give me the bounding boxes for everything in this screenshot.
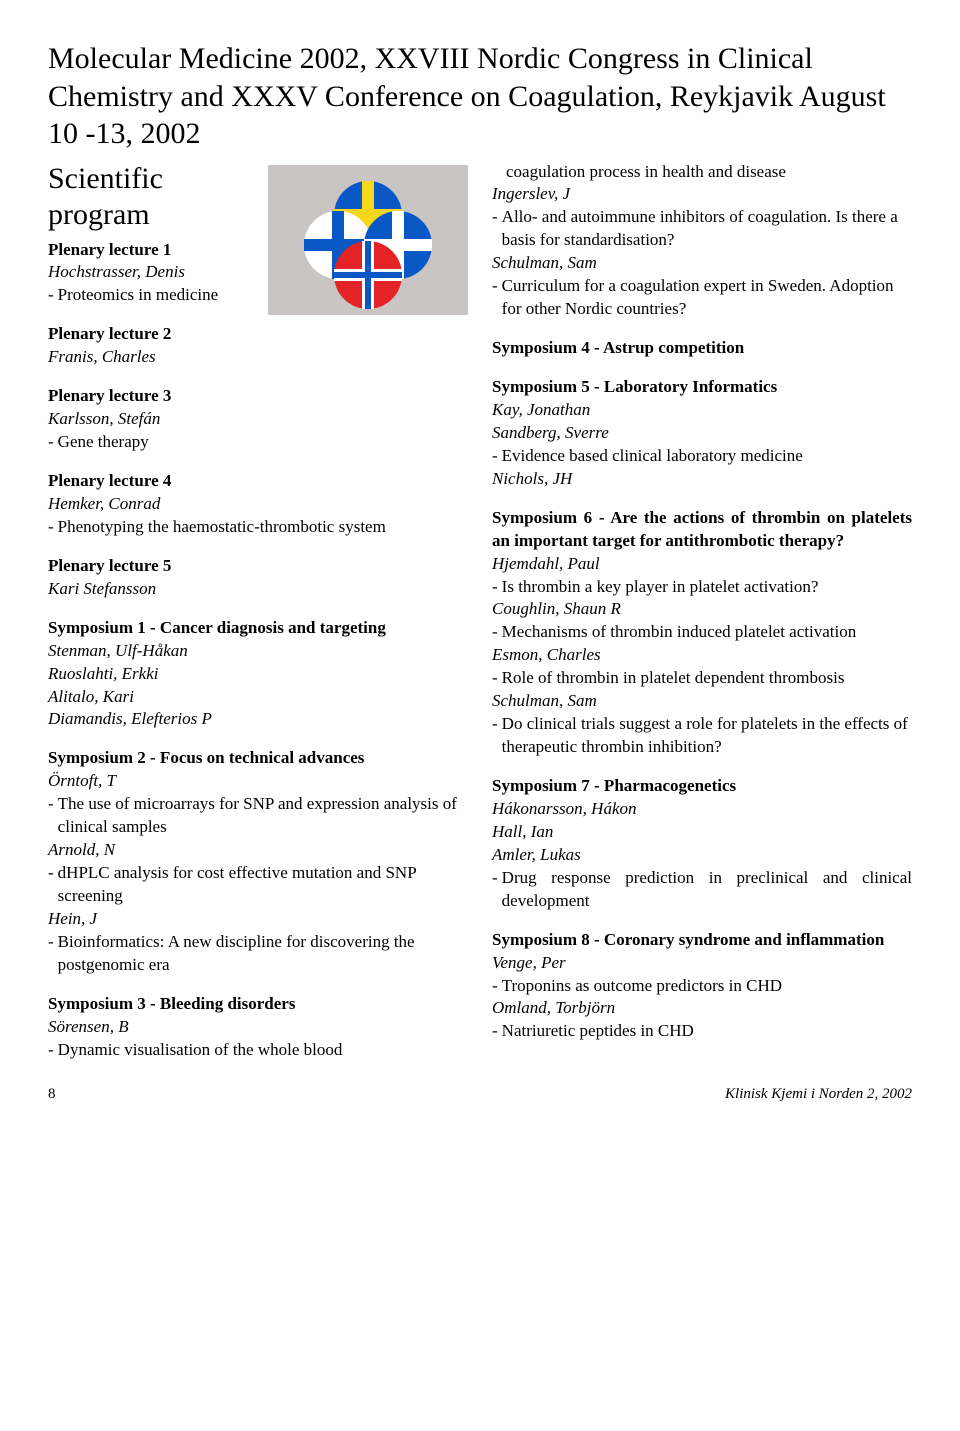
speaker: Kari Stefansson: [48, 578, 468, 601]
symposium-1: Symposium 1 - Cancer diagnosis and targe…: [48, 617, 468, 732]
speaker: Omland, Torbjörn: [492, 997, 912, 1020]
content-columns: Scientific program Plenary lecture 1 Hoc…: [48, 161, 912, 1062]
block-title: Symposium 4 - Astrup competition: [492, 337, 912, 360]
speaker: Schulman, Sam: [492, 690, 912, 713]
speaker: Ruoslahti, Erkki: [48, 663, 468, 686]
symposium-6: Symposium 6 - Are the actions of thrombi…: [492, 507, 912, 759]
topic: -Role of thrombin in platelet dependent …: [492, 667, 912, 690]
topic: -Allo- and autoimmune inhibitors of coag…: [492, 206, 912, 252]
symposium-5: Symposium 5 - Laboratory Informatics Kay…: [492, 376, 912, 491]
topic: -Curriculum for a coagulation expert in …: [492, 275, 912, 321]
speaker: Esmon, Charles: [492, 644, 912, 667]
topic: -Evidence based clinical laboratory medi…: [492, 445, 912, 468]
block-title: Symposium 3 - Bleeding disorders: [48, 993, 468, 1016]
block-title: Symposium 6 - Are the actions of thrombi…: [492, 507, 912, 553]
symposium-4: Symposium 4 - Astrup competition: [492, 337, 912, 360]
symposium-3-cont: coagulation process in health and diseas…: [492, 161, 912, 322]
plenary-3: Plenary lecture 3 Karlsson, Stefán -Gene…: [48, 385, 468, 454]
page-footer: 8 Klinisk Kjemi i Norden 2, 2002: [48, 1086, 912, 1103]
topic: -Bioinformatics: A new discipline for di…: [48, 931, 468, 977]
left-column: Scientific program Plenary lecture 1 Hoc…: [48, 161, 468, 1062]
block-title: Symposium 5 - Laboratory Informatics: [492, 376, 912, 399]
symposium-7: Symposium 7 - Pharmacogenetics Hákonarss…: [492, 775, 912, 913]
speaker: Örntoft, T: [48, 770, 468, 793]
speaker: Alitalo, Kari: [48, 686, 468, 709]
speaker: Hein, J: [48, 908, 468, 931]
symposium-8: Symposium 8 - Coronary syndrome and infl…: [492, 929, 912, 1044]
nordic-flags-logo-icon: [268, 165, 468, 315]
topic: -The use of microarrays for SNP and expr…: [48, 793, 468, 839]
speaker: Amler, Lukas: [492, 844, 912, 867]
symposium-2: Symposium 2 - Focus on technical advance…: [48, 747, 468, 976]
speaker: Sandberg, Sverre: [492, 422, 912, 445]
speaker: Hall, Ian: [492, 821, 912, 844]
congress-logo: [268, 165, 468, 320]
speaker: Schulman, Sam: [492, 252, 912, 275]
topic: -Natriuretic peptides in CHD: [492, 1020, 912, 1043]
topic: -Troponins as outcome predictors in CHD: [492, 975, 912, 998]
plenary-5: Plenary lecture 5 Kari Stefansson: [48, 555, 468, 601]
speaker: Venge, Per: [492, 952, 912, 975]
block-title: Plenary lecture 4: [48, 470, 468, 493]
speaker: Hjemdahl, Paul: [492, 553, 912, 576]
topic: -dHPLC analysis for cost effective mutat…: [48, 862, 468, 908]
footer-source: Klinisk Kjemi i Norden 2, 2002: [725, 1086, 912, 1103]
block-title: Plenary lecture 5: [48, 555, 468, 578]
plenary-2: Plenary lecture 2 Franis, Charles: [48, 323, 468, 369]
block-title: Symposium 7 - Pharmacogenetics: [492, 775, 912, 798]
speaker: Hákonarsson, Hákon: [492, 798, 912, 821]
block-title: Symposium 2 - Focus on technical advance…: [48, 747, 468, 770]
page-title: Molecular Medicine 2002, XXVIII Nordic C…: [48, 40, 912, 153]
topic: -Mechanisms of thrombin induced platelet…: [492, 621, 912, 644]
symposium-3: Symposium 3 - Bleeding disorders Sörense…: [48, 993, 468, 1062]
speaker: Kay, Jonathan: [492, 399, 912, 422]
topic: -Drug response prediction in preclinical…: [492, 867, 912, 913]
topic: -Dynamic visualisation of the whole bloo…: [48, 1039, 468, 1062]
right-column: coagulation process in health and diseas…: [492, 161, 912, 1062]
topic: -Gene therapy: [48, 431, 468, 454]
topic: -Phenotyping the haemostatic-thrombotic …: [48, 516, 468, 539]
speaker: Sörensen, B: [48, 1016, 468, 1039]
block-title: Symposium 1 - Cancer diagnosis and targe…: [48, 617, 468, 640]
speaker: Franis, Charles: [48, 346, 468, 369]
page-number: 8: [48, 1086, 56, 1103]
speaker: Diamandis, Elefterios P: [48, 708, 468, 731]
block-title: Plenary lecture 2: [48, 323, 468, 346]
speaker: Hemker, Conrad: [48, 493, 468, 516]
speaker: Coughlin, Shaun R: [492, 598, 912, 621]
block-title: Symposium 8 - Coronary syndrome and infl…: [492, 929, 912, 952]
block-title: Plenary lecture 3: [48, 385, 468, 408]
topic: -Do clinical trials suggest a role for p…: [492, 713, 912, 759]
topic: -Proteomics in medicine: [48, 284, 252, 307]
topic: -Is thrombin a key player in platelet ac…: [492, 576, 912, 599]
speaker: Stenman, Ulf-Håkan: [48, 640, 468, 663]
plenary-4: Plenary lecture 4 Hemker, Conrad -Phenot…: [48, 470, 468, 539]
topic-continuation: coagulation process in health and diseas…: [492, 161, 912, 184]
speaker: Karlsson, Stefán: [48, 408, 468, 431]
speaker: Ingerslev, J: [492, 183, 912, 206]
speaker: Arnold, N: [48, 839, 468, 862]
speaker: Nichols, JH: [492, 468, 912, 491]
